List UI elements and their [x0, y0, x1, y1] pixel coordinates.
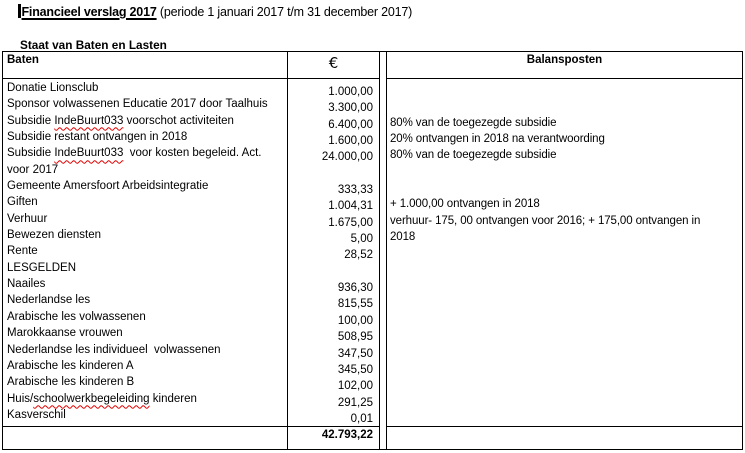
row-label: Arabische les kinderen A: [7, 359, 134, 372]
row-amount: 6.400,00: [328, 118, 373, 131]
row-amount: 1.000,00: [328, 86, 373, 98]
row-note: [390, 294, 742, 310]
row-amount: [288, 166, 373, 182]
row-label: Arabische les volwassenen: [7, 310, 146, 323]
row-label: Subsidie restant ontvangen in 2018: [7, 131, 188, 144]
section-heading: Staat van Baten en Lasten: [20, 38, 167, 52]
total-row-empty-cell: [387, 426, 742, 449]
misspelled-word: IndeBuurt033: [54, 114, 124, 127]
row-amount: 1.600,00: [328, 135, 373, 148]
row-label: Arabische les kinderen B: [7, 376, 135, 389]
row-note: [390, 82, 742, 98]
row-note: verhuur- 175, 00 ontvangen voor 2016; + …: [390, 214, 701, 227]
row-label: LESGELDEN: [7, 261, 77, 274]
row-label: voor 2017: [7, 163, 59, 176]
row-note: [390, 360, 742, 376]
row-label: Giften: [7, 196, 38, 209]
text-run: Subsidie: [7, 114, 55, 127]
row-label: Huis/schoolwerkbegeleiding kinderen: [7, 391, 287, 407]
row-note: [390, 344, 742, 360]
text-run: kinderen: [149, 392, 197, 405]
row-amount: 936,30: [337, 282, 373, 295]
column-header-balansposten: Balansposten: [387, 52, 742, 79]
row-label: Verhuur: [7, 212, 48, 225]
column-divider-spacer: [380, 52, 387, 79]
total-row-empty-cell: [3, 426, 288, 449]
row-note: [390, 245, 742, 261]
row-label: Naailes: [7, 278, 46, 291]
row-note: 80% van de toegezegde subsidie: [390, 149, 557, 162]
title-emphasis: Financieel verslag 2017: [21, 5, 157, 19]
row-note: [390, 278, 742, 294]
row-note: [390, 409, 742, 425]
row-note: [390, 164, 742, 180]
title-period: (periode 1 januari 2017 t/m 31 december …: [156, 5, 413, 19]
column-divider-spacer: [380, 426, 387, 449]
row-amount: 1.004,31: [328, 200, 373, 213]
row-note: [390, 376, 742, 392]
row-label: Gemeente Amersfoort Arbeidsintegratie: [7, 180, 209, 193]
baten-items-column: Donatie Lionsclub Sponsor volwassenen Edu…: [3, 79, 288, 426]
row-amount: 291,25: [337, 396, 373, 409]
row-amount: 347,50: [337, 347, 373, 360]
row-amount: 815,55: [337, 298, 373, 311]
row-note: + 1.000,00 ontvangen in 2018: [390, 198, 540, 211]
row-note: 20% ontvangen in 2018 na verantwoording: [390, 133, 605, 146]
text-run: Subsidie: [7, 147, 55, 160]
row-amount: [288, 264, 373, 280]
row-amount: 345,50: [337, 363, 373, 376]
row-note: 80% van de toegezegde subsidie: [390, 116, 557, 129]
column-divider-spacer: [380, 79, 387, 426]
row-note: [390, 311, 742, 327]
row-amount: 5,00: [350, 233, 373, 246]
column-header-baten: Baten: [3, 52, 288, 79]
text-run: voorschot activiteiten: [123, 114, 234, 127]
column-header-euro: €: [288, 52, 380, 79]
document-title: Financieel verslag 2017 (periode 1 janua…: [18, 3, 412, 21]
total-amount: 42.793,22: [288, 426, 380, 449]
row-note: [390, 327, 742, 343]
text-run: voor kosten begeleid. Act.: [123, 147, 262, 160]
row-label: Kasverschil: [7, 408, 66, 421]
row-label: Nederlandse les: [7, 294, 91, 307]
row-amount: 28,52: [344, 249, 373, 262]
row-amount: 3.300,00: [328, 102, 373, 115]
row-amount: 333,33: [337, 184, 373, 197]
row-amount: 100,00: [337, 314, 373, 327]
misspelled-word: IndeBuurt033: [54, 147, 124, 160]
misspelled-word: schoolwerkbegeleiding: [33, 392, 150, 405]
row-note: [390, 180, 742, 196]
row-label: Bewezen diensten: [7, 229, 101, 242]
row-label: Subsidie IndeBuurt033 voorschot activite…: [7, 113, 287, 129]
row-amount: 508,95: [337, 331, 373, 344]
row-label: Subsidie IndeBuurt033 voor kosten begele…: [7, 145, 287, 161]
row-amount: 24.000,00: [321, 151, 373, 164]
balansposten-column: 80% van de toegezegde subsidie 20% ontvan…: [387, 79, 742, 426]
staat-van-baten-table: Baten € Balansposten Donatie Lionsclub Sp…: [2, 51, 743, 450]
amounts-column: 1.000,00 3.300,00 6.400,00 1.600,00 24.000,0…: [288, 79, 380, 426]
row-label: Rente: [7, 245, 38, 258]
row-amount: 102,00: [337, 380, 373, 393]
row-note: 2018: [390, 231, 416, 244]
text-cursor: [18, 4, 21, 18]
row-amount: 0,01: [350, 412, 373, 425]
row-label: Donatie Lionsclub: [7, 82, 99, 94]
row-note: [390, 262, 742, 278]
text-run: Huis/: [7, 392, 34, 405]
row-amount: 1.675,00: [328, 216, 373, 229]
row-label: Nederlandse les individueel volwassenen: [7, 343, 221, 356]
row-label: Sponsor volwassenen Educatie 2017 door T…: [7, 98, 268, 111]
row-note: [390, 393, 742, 409]
row-note: [390, 98, 742, 114]
row-label: Marokkaanse vrouwen: [7, 327, 123, 340]
